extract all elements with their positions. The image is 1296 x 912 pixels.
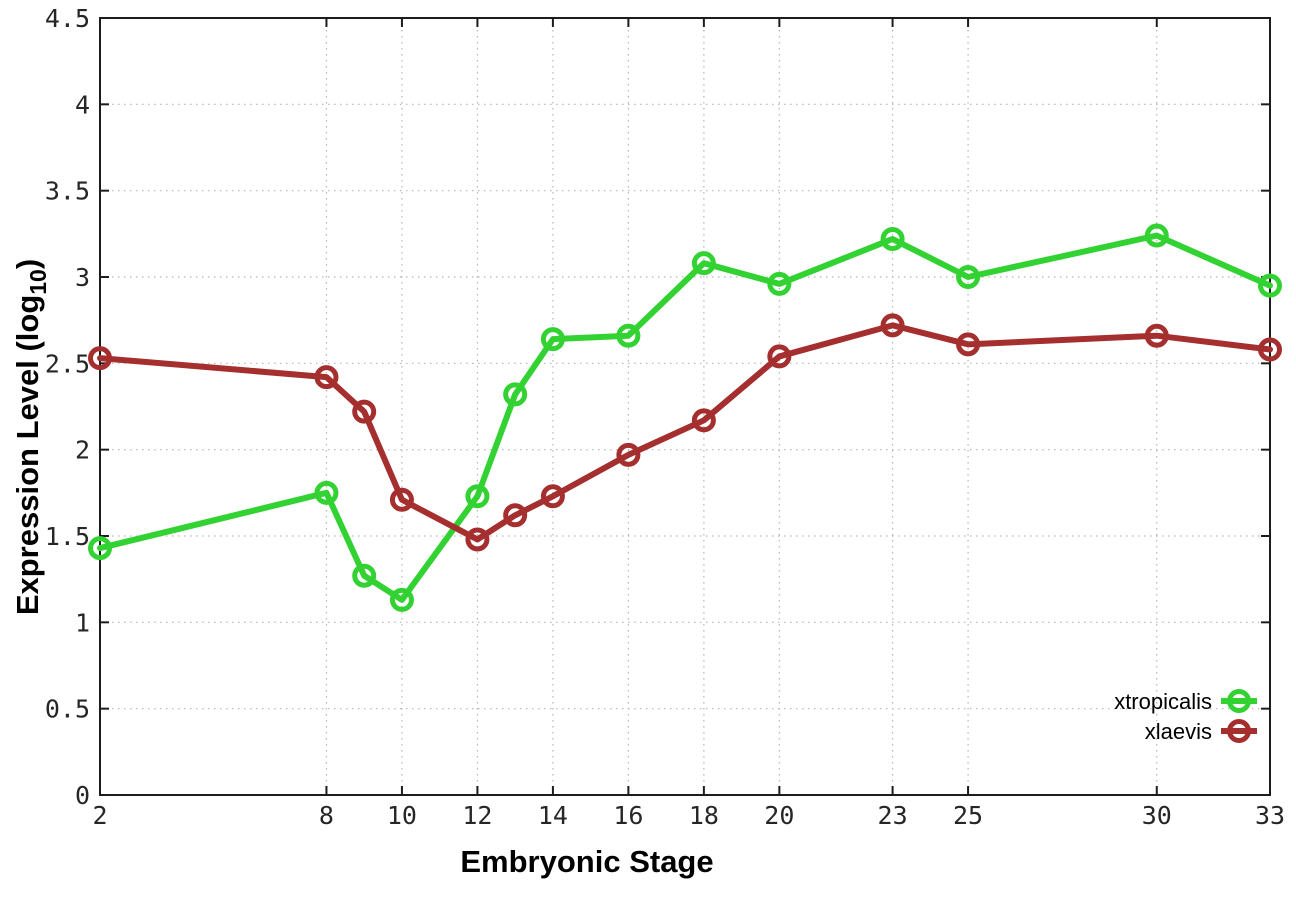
- data-point-xtropicalis: [352, 563, 377, 588]
- data-point-xtropicalis: [540, 327, 565, 352]
- x-tick-label: 23: [878, 801, 908, 830]
- data-point-xtropicalis: [1144, 223, 1169, 248]
- data-point-xlaevis: [691, 408, 716, 433]
- x-tick-label: 10: [387, 801, 417, 830]
- data-point-xlaevis: [1258, 337, 1282, 362]
- x-tick-label: 12: [462, 801, 492, 830]
- data-point-xtropicalis: [880, 227, 905, 252]
- x-tick-label: 30: [1142, 801, 1172, 830]
- y-tick-label: 2.5: [45, 349, 90, 378]
- y-tick-label: 4: [75, 90, 90, 119]
- y-tick-label: 2: [75, 436, 90, 465]
- data-point-xlaevis: [352, 399, 377, 424]
- y-tick-label: 0.5: [45, 695, 90, 724]
- x-tick-label: 2: [92, 801, 107, 830]
- series-line-xtropicalis: [97, 232, 1273, 603]
- data-point-xtropicalis: [503, 382, 528, 407]
- x-tick-label: 8: [319, 801, 334, 830]
- data-point-xlaevis: [616, 442, 641, 467]
- data-point-xtropicalis: [1258, 273, 1282, 298]
- data-point-xlaevis: [88, 346, 112, 371]
- data-point-xtropicalis: [691, 251, 716, 276]
- data-point-xlaevis: [540, 484, 565, 509]
- legend-marker-xlaevis: [1227, 719, 1251, 743]
- x-tick-label: 18: [689, 801, 719, 830]
- data-point-xtropicalis: [465, 484, 490, 509]
- data-point-xlaevis: [503, 503, 528, 528]
- y-tick-label: 3: [75, 263, 90, 292]
- x-axis-title: Embryonic Stage: [460, 844, 713, 879]
- data-point-xlaevis: [389, 487, 414, 512]
- y-tick-label: 3.5: [45, 177, 90, 206]
- data-point-xlaevis: [880, 313, 905, 338]
- plot-border: [99, 17, 1271, 796]
- y-axis-title: Expression Level (log10): [10, 259, 51, 615]
- data-point-xtropicalis: [956, 265, 981, 289]
- data-point-xtropicalis: [616, 323, 641, 348]
- data-point-xlaevis: [1144, 323, 1169, 348]
- y-tick-label: 1: [75, 608, 90, 637]
- x-tick-label: 16: [613, 801, 643, 830]
- x-tick-label: 20: [764, 801, 794, 830]
- data-point-xlaevis: [767, 344, 792, 369]
- y-tick-label: 4.5: [45, 4, 90, 33]
- series-line-xlaevis: [97, 322, 1273, 543]
- data-point-xtropicalis: [314, 480, 339, 505]
- y-tick-label: 0: [75, 781, 90, 810]
- data-point-xtropicalis: [389, 587, 414, 612]
- data-point-xlaevis: [956, 332, 981, 357]
- y-tick-label: 1.5: [45, 522, 90, 551]
- data-point-xlaevis: [314, 365, 339, 390]
- data-point-xlaevis: [465, 527, 490, 552]
- data-point-xtropicalis: [88, 536, 112, 561]
- x-tick-label: 14: [538, 801, 568, 830]
- legend-marker-xtropicalis: [1227, 689, 1251, 713]
- legend-label-xtropicalis: xtropicalis: [1114, 689, 1212, 714]
- legend-label-xlaevis: xlaevis: [1145, 719, 1212, 744]
- x-tick-label: 33: [1255, 801, 1285, 830]
- x-tick-label: 25: [953, 801, 983, 830]
- data-point-xtropicalis: [767, 271, 792, 296]
